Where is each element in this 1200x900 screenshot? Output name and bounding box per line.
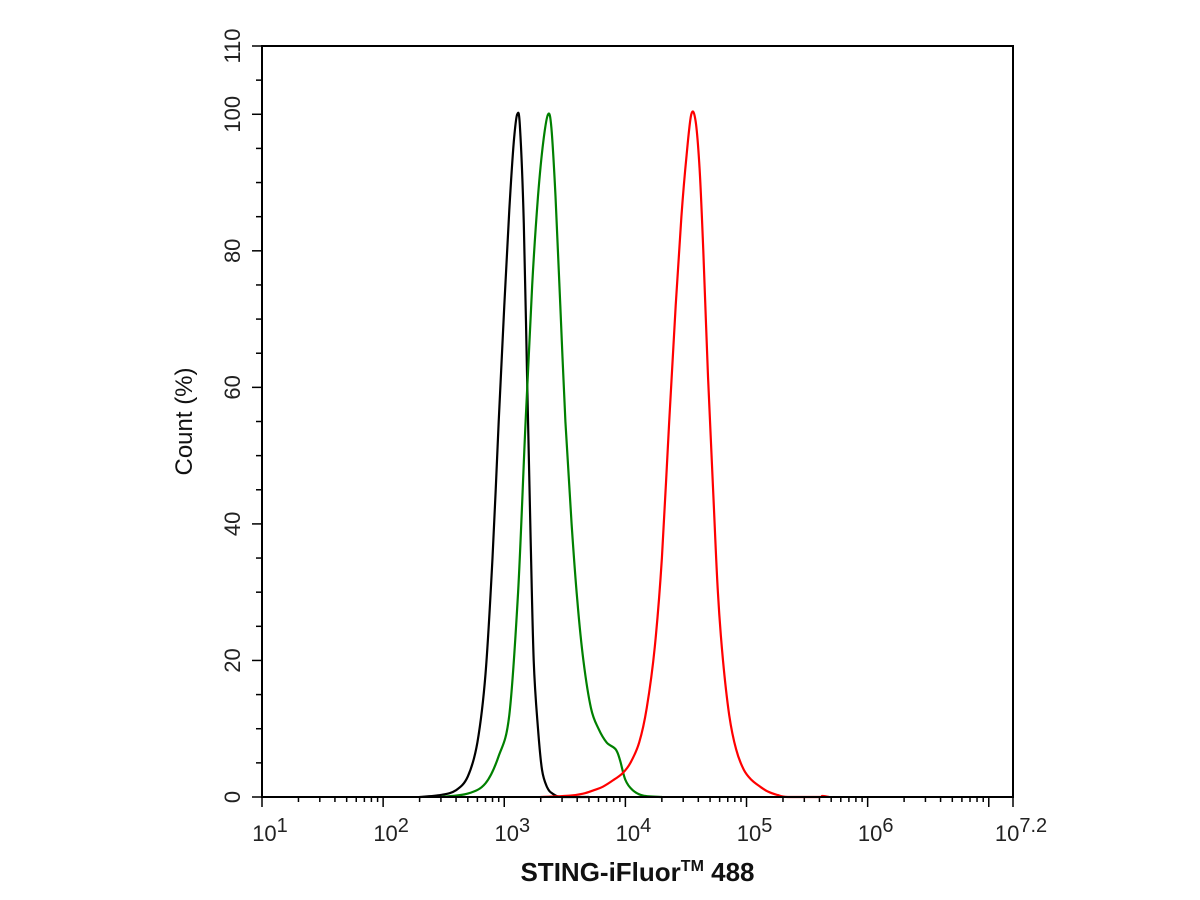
y-tick-label: 80 <box>220 239 245 263</box>
histogram-series-3 <box>540 110 830 799</box>
y-tick-label: 100 <box>220 96 245 133</box>
x-tick-base: 10 <box>616 821 640 846</box>
x-tick-base: 10 <box>858 821 882 846</box>
x-tick-base: 10 <box>995 821 1019 846</box>
x-tick-base: 10 <box>737 821 761 846</box>
x-tick-exponent: 1 <box>277 815 288 837</box>
x-tick-label: 102 <box>373 815 409 846</box>
x-axis-ticks: 101 102 103 104 105 106 107.2 <box>252 797 1047 846</box>
x-tick-label: 107.2 <box>995 815 1047 846</box>
x-tick-exponent: 7.2 <box>1019 815 1047 837</box>
y-tick-label: 110 <box>220 28 245 63</box>
x-axis-title-superscript: TM <box>681 858 704 875</box>
y-tick-label: 60 <box>220 375 245 399</box>
x-axis-title: STING-iFluorTM 488 <box>520 857 754 887</box>
y-tick-label: 20 <box>220 648 245 672</box>
x-tick-base: 10 <box>373 821 397 846</box>
x-tick-exponent: 3 <box>519 815 530 837</box>
x-tick-label: 103 <box>494 815 530 846</box>
y-tick-label: 40 <box>220 512 245 536</box>
x-tick-base: 10 <box>252 821 276 846</box>
plot-frame <box>261 45 1014 798</box>
x-axis-title-main: STING-iFluor <box>520 857 680 887</box>
histogram-series-1 <box>419 111 589 799</box>
x-tick-exponent: 2 <box>398 815 409 837</box>
y-axis-ticks: 0 20 40 60 80 100 110 <box>220 28 262 803</box>
x-tick-exponent: 4 <box>640 815 651 837</box>
x-tick-exponent: 5 <box>761 815 772 837</box>
y-axis-title: Count (%) <box>171 367 198 475</box>
histogram-series-2 <box>440 112 662 799</box>
x-tick-label: 101 <box>252 815 288 846</box>
x-axis-title-tail: 488 <box>704 857 755 887</box>
x-tick-exponent: 6 <box>882 815 893 837</box>
x-tick-label: 104 <box>616 815 652 846</box>
y-tick-label: 0 <box>220 791 245 803</box>
histogram-curves <box>419 110 830 799</box>
x-tick-label: 105 <box>737 815 773 846</box>
x-tick-base: 10 <box>494 821 518 846</box>
x-tick-label: 106 <box>858 815 894 846</box>
